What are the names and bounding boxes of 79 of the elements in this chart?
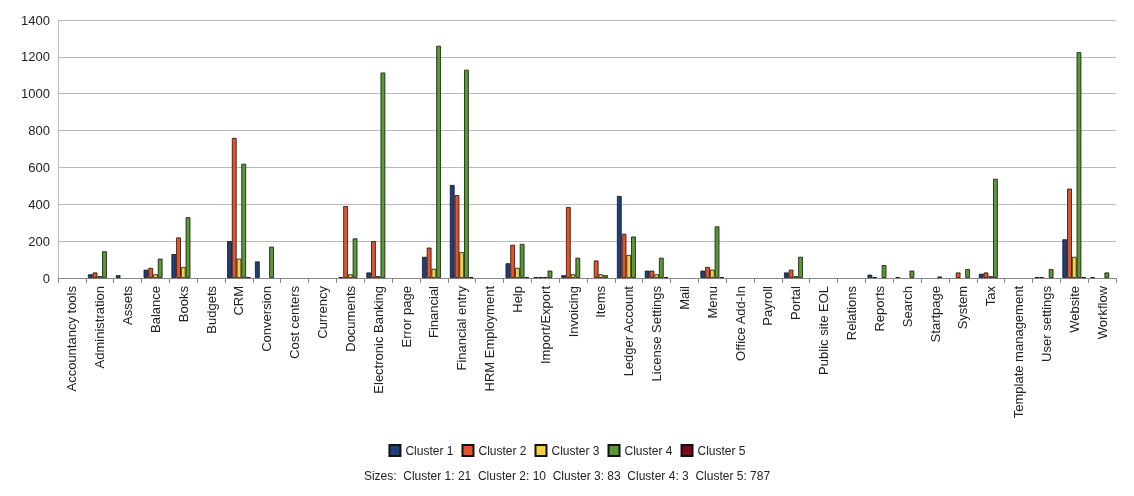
- x-tick-label: Books: [175, 285, 191, 323]
- x-tick-label: Financial: [426, 285, 442, 339]
- bar: [788, 269, 794, 278]
- x-tick-label: CRM: [231, 286, 247, 316]
- bar: [955, 272, 961, 278]
- legend-label: Cluster 2: [478, 443, 527, 458]
- bar: [909, 270, 915, 278]
- x-tick-label: Public site EOL: [816, 286, 832, 375]
- bar: [519, 243, 525, 278]
- x-tick-label: Items: [593, 285, 609, 318]
- x-tick-label: Currency: [315, 285, 330, 339]
- bar: [644, 270, 650, 278]
- text: Sizes: Cluster 1: 21 Cluster 2: 10 Cluster 3: 83 Cluster 4: 3 Cluster 5: 787: [363, 469, 771, 483]
- legend-label: Cluster 3: [551, 443, 600, 458]
- bar: [157, 258, 163, 278]
- x-tick-label: Mail: [676, 285, 692, 310]
- x-tick-label: Cost centers: [287, 285, 303, 359]
- x-tick-label: Conversion: [259, 286, 275, 352]
- x-tick-label: Invoicing: [565, 286, 581, 338]
- bar: [143, 269, 149, 278]
- bar: [352, 238, 358, 278]
- y-tick-label: 1000: [21, 86, 50, 102]
- y-tick-label: 1200: [21, 49, 50, 65]
- y-tick-label: 400: [28, 196, 50, 212]
- x-tick-label: HRM Employment: [482, 285, 498, 392]
- x-tick-label: Reports: [871, 285, 887, 332]
- bar: [380, 72, 386, 278]
- y-tick-label: 200: [28, 233, 50, 249]
- x-tick-label: Workflow: [1094, 285, 1110, 340]
- bar: [714, 226, 720, 278]
- x-tick-label: User settings: [1038, 285, 1054, 362]
- x-tick-label: Template management: [1011, 285, 1027, 419]
- bar: [1104, 272, 1110, 278]
- bar: [1076, 52, 1082, 278]
- bar: [231, 137, 237, 278]
- legend-label: Cluster 4: [624, 443, 673, 458]
- x-tick-label: License Settings: [649, 285, 665, 382]
- x-tick-label: Balance: [147, 286, 163, 333]
- x-tick-label: Startpage: [927, 286, 943, 343]
- bar: [426, 247, 432, 278]
- x-tick-label: Payroll: [760, 285, 776, 326]
- y-tick-label: 0: [42, 270, 50, 286]
- legend-label: Cluster 1: [405, 443, 454, 458]
- bar: [565, 207, 571, 278]
- x-tick-label: Website: [1066, 286, 1082, 333]
- bar: [92, 272, 98, 278]
- bar: [254, 261, 260, 278]
- x-tick-label: Ledger Account: [621, 285, 637, 377]
- x-tick-label: Relations: [844, 285, 859, 341]
- bar: [185, 217, 191, 278]
- y-tick-label: 600: [28, 159, 50, 175]
- bar: [269, 246, 274, 278]
- x-tick-label: System: [955, 286, 971, 330]
- x-tick-label: Financial entry: [454, 285, 470, 371]
- x-tick-label: Electronic Banking: [370, 286, 386, 394]
- x-tick-label: Tax: [983, 285, 999, 307]
- y-tick-label: 1400: [21, 12, 50, 28]
- x-tick-label: Budgets: [203, 285, 219, 334]
- bar: [881, 265, 887, 278]
- x-tick-label: Import/Export: [537, 285, 553, 365]
- bar: [983, 272, 989, 278]
- x-tick-label: Administration: [92, 286, 108, 369]
- bar: [547, 270, 553, 278]
- x-tick-label: Assets: [120, 285, 136, 326]
- bar: [867, 274, 873, 278]
- x-tick-label: Error page: [398, 286, 414, 348]
- x-tick-label: Search: [899, 286, 915, 328]
- x-tick-label: Office Add-In: [732, 286, 748, 361]
- x-tick-label: Menu: [704, 286, 720, 319]
- bar: [649, 270, 655, 278]
- bar: [700, 270, 706, 278]
- y-tick-label: 800: [28, 123, 50, 139]
- legend-label: Cluster 5: [697, 443, 746, 458]
- x-tick-label: Documents: [342, 285, 358, 352]
- x-tick-label: Accountancy tools: [64, 285, 80, 392]
- x-tick-label: Portal: [788, 285, 804, 320]
- x-tick-label: Help: [509, 286, 525, 313]
- bar: [965, 269, 970, 278]
- bar: [1048, 269, 1054, 278]
